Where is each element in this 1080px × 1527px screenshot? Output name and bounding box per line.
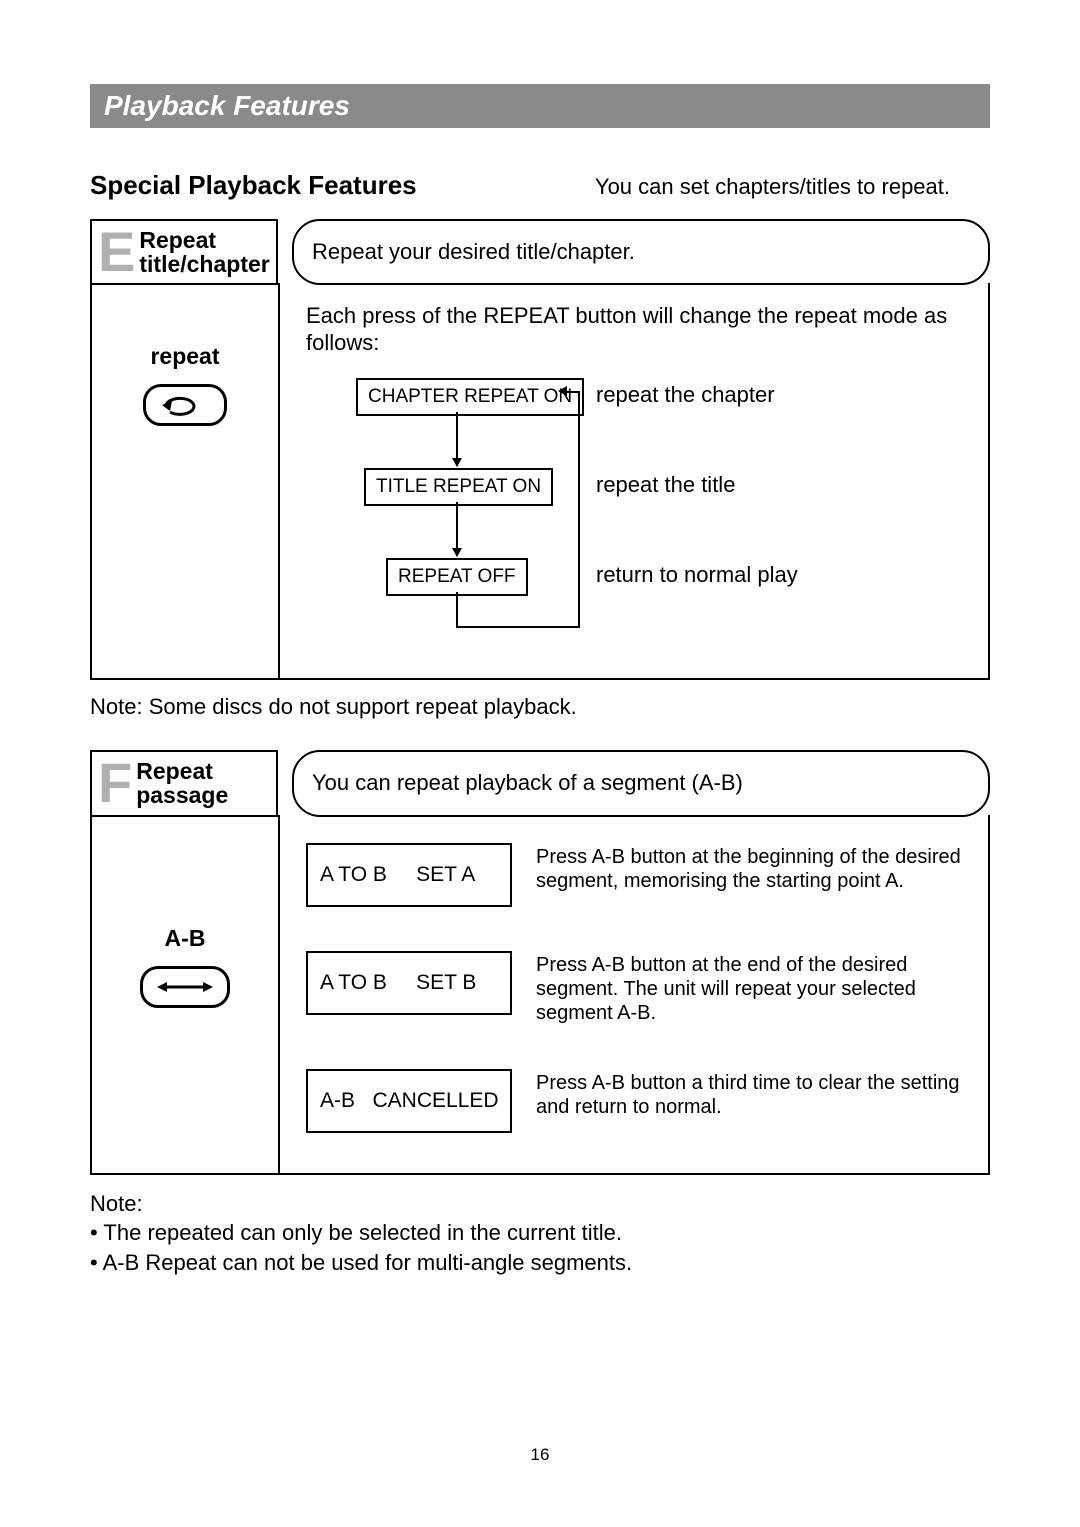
feature-e-right-col: Each press of the REPEAT button will cha… [280, 283, 988, 678]
feature-e-body: repeat Each press of the REPEAT button w… [90, 283, 990, 680]
step-text-3: Press A-B button a third time to clear t… [536, 1069, 962, 1119]
feature-f-title: Repeat passage [136, 759, 228, 807]
feature-f-body: A-B A TO B SET A Press A-B button at the… [90, 815, 990, 1175]
page-banner: Playback Features [90, 84, 990, 128]
section-heading: Special Playback Features [90, 170, 417, 201]
flow-loop-v [578, 391, 580, 626]
ab-icon [140, 966, 230, 1008]
feature-e-header: E Repeat title/chapter Repeat your desir… [90, 219, 990, 285]
repeat-button-label: repeat [102, 343, 268, 370]
feature-f-desc: You can repeat playback of a segment (A-… [292, 750, 990, 816]
flow-desc-off: return to normal play [596, 562, 798, 588]
ab-steps: A TO B SET A Press A-B button at the beg… [306, 835, 962, 1133]
flow-loop-top-h [566, 391, 578, 393]
repeat-icon [143, 384, 227, 426]
repeat-intro-text: Each press of the REPEAT button will cha… [306, 303, 962, 356]
feature-e-title-line1: Repeat [139, 227, 216, 253]
flow-desc-title: repeat the title [596, 472, 735, 498]
step-row-1: A TO B SET A Press A-B button at the beg… [306, 843, 962, 907]
step-row-2: A TO B SET B Press A-B button at the end… [306, 951, 962, 1025]
feature-e-label-box: E Repeat title/chapter [90, 219, 278, 285]
flow-arrow-1-2 [456, 412, 458, 466]
notes-block: Note: The repeated can only be selected … [90, 1189, 990, 1278]
flow-node-chapter-repeat: CHAPTER REPEAT ON [356, 378, 584, 416]
feature-f-left-col: A-B [92, 815, 280, 1173]
note-e: Note: Some discs do not support repeat p… [90, 694, 990, 720]
flow-loop-arrowhead [558, 386, 567, 396]
repeat-flow-diagram: CHAPTER REPEAT ON repeat the chapter TIT… [306, 378, 962, 638]
feature-e-letter: E [98, 227, 135, 277]
feature-e-left-col: repeat [92, 283, 280, 678]
step-box-set-b: A TO B SET B [306, 951, 512, 1015]
flow-line-down3 [456, 592, 458, 626]
page-number: 16 [0, 1445, 1080, 1465]
feature-f-letter: F [98, 758, 132, 808]
feature-e-title-line2: title/chapter [139, 251, 269, 277]
step-box-cancelled: A-B CANCELLED [306, 1069, 512, 1133]
flow-arrow-2-3 [456, 502, 458, 556]
subhead-row: Special Playback Features You can set ch… [90, 170, 990, 201]
step-row-3: A-B CANCELLED Press A-B button a third t… [306, 1069, 962, 1133]
flow-loop-bottom-h [456, 626, 580, 628]
feature-f-title-line1: Repeat [136, 758, 213, 784]
flow-desc-chapter: repeat the chapter [596, 382, 775, 408]
section-description: You can set chapters/titles to repeat. [595, 174, 990, 200]
step-text-2: Press A-B button at the end of the desir… [536, 951, 962, 1025]
feature-e-desc: Repeat your desired title/chapter. [292, 219, 990, 285]
feature-f-right-col: A TO B SET A Press A-B button at the beg… [280, 815, 988, 1173]
feature-f-label-box: F Repeat passage [90, 750, 278, 816]
note-bullet-2: A-B Repeat can not be used for multi-ang… [90, 1248, 990, 1278]
feature-f-title-line2: passage [136, 782, 228, 808]
notes-heading: Note: [90, 1189, 990, 1219]
ab-button-label: A-B [102, 925, 268, 952]
flow-node-repeat-off: REPEAT OFF [386, 558, 528, 596]
note-bullet-1: The repeated can only be selected in the… [90, 1218, 990, 1248]
step-text-1: Press A-B button at the beginning of the… [536, 843, 962, 893]
feature-e-title: Repeat title/chapter [139, 228, 269, 276]
step-box-set-a: A TO B SET A [306, 843, 512, 907]
feature-f-header: F Repeat passage You can repeat playback… [90, 750, 990, 816]
flow-node-title-repeat: TITLE REPEAT ON [364, 468, 553, 506]
